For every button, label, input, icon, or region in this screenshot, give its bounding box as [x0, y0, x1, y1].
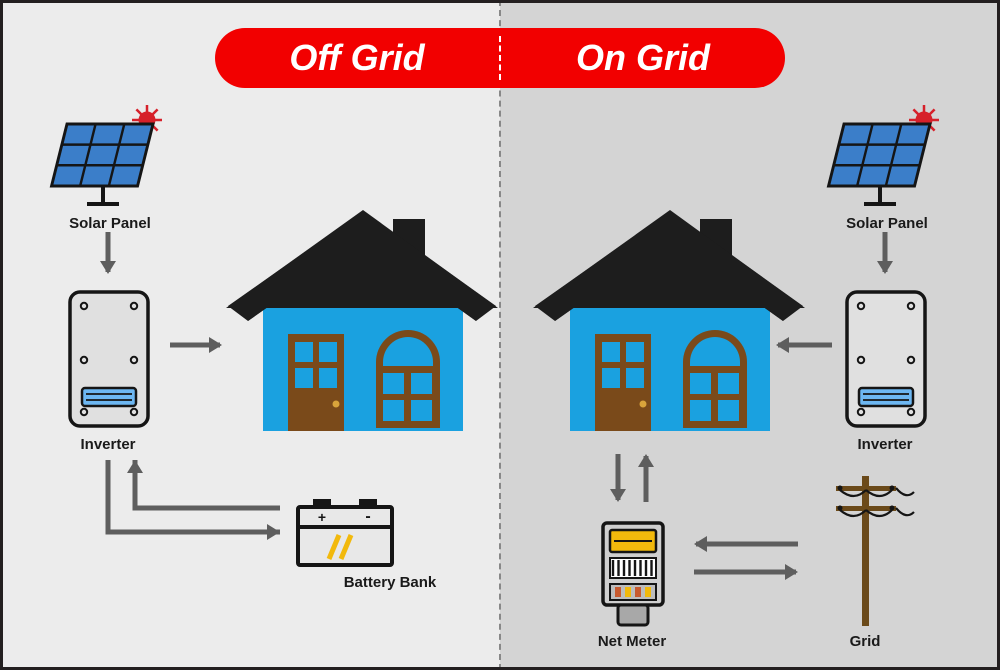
arrows-layer — [0, 0, 1000, 670]
diagram-canvas: Off Grid On Grid Solar Panel Inverter — [0, 0, 1000, 670]
